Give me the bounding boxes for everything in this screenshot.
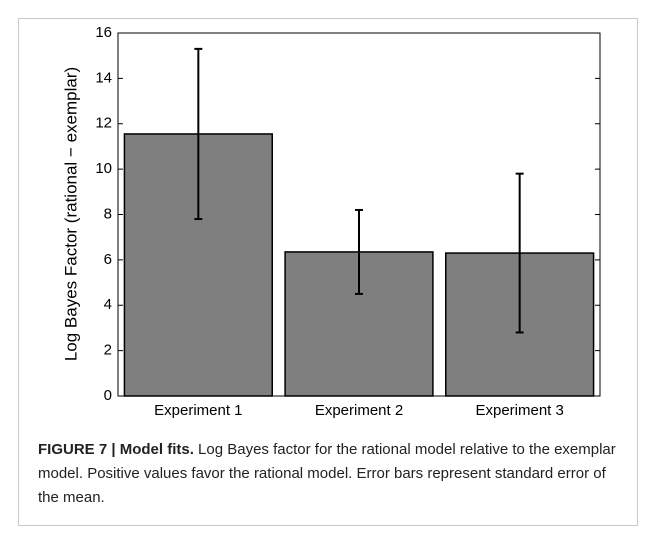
y-tick-label: 8 bbox=[104, 205, 112, 222]
chart: Log Bayes Factor (rational − exemplar) 0… bbox=[61, 24, 601, 419]
y-tick-label: 12 bbox=[95, 115, 112, 132]
x-tick-label: Experiment 3 bbox=[475, 402, 563, 419]
y-tick-label: 6 bbox=[104, 251, 112, 268]
error-bar bbox=[194, 47, 203, 221]
y-tick-label: 0 bbox=[104, 387, 112, 404]
plot-frame bbox=[117, 32, 601, 397]
figure-frame bbox=[18, 18, 638, 526]
caption-text: Log Bayes factor for the rational model … bbox=[38, 441, 616, 506]
caption: FIGURE 7 | Model fits. Log Bayes factor … bbox=[38, 438, 618, 510]
y-tick-label: 14 bbox=[95, 69, 112, 86]
y-tick-label: 16 bbox=[95, 24, 112, 41]
caption-label: FIGURE 7 | Model fits. bbox=[38, 441, 194, 458]
error-bar bbox=[355, 208, 363, 295]
error-bar bbox=[515, 172, 524, 334]
y-tick-label: 4 bbox=[104, 296, 112, 313]
x-tick-label: Experiment 1 bbox=[154, 402, 242, 419]
y-axis-label: Log Bayes Factor (rational − exemplar) bbox=[61, 67, 80, 361]
y-tick-label: 10 bbox=[95, 160, 112, 177]
y-tick-label: 2 bbox=[104, 342, 112, 359]
x-tick-label: Experiment 2 bbox=[315, 402, 403, 419]
